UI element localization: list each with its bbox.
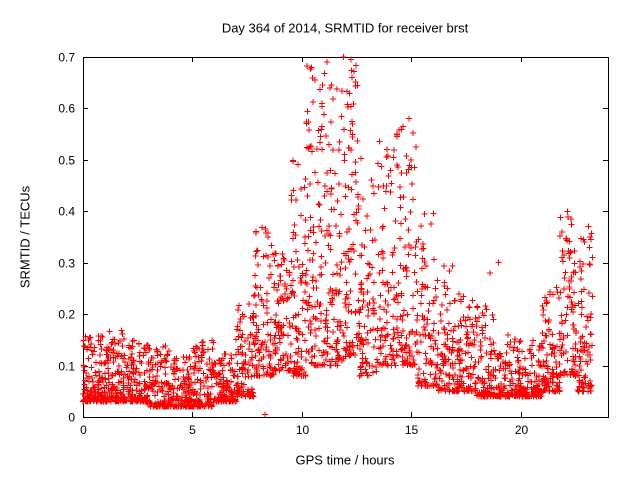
x-tick-label: 15 [405, 423, 419, 437]
axis-ticks [83, 57, 608, 418]
scatter-points [80, 54, 596, 418]
y-tick-label: 0.7 [58, 51, 75, 65]
chart-title: Day 364 of 2014, SRMTID for receiver brs… [221, 20, 469, 36]
y-tick-label: 0.2 [58, 308, 75, 322]
y-tick-label: 0.4 [58, 205, 75, 219]
y-tick-label: 0.5 [58, 154, 75, 168]
x-tick-label: 10 [296, 423, 310, 437]
y-tick-label: 0 [68, 411, 75, 425]
y-tick-label: 0.3 [58, 257, 75, 271]
x-axis-label: GPS time / hours [295, 452, 395, 468]
x-tick-label: 0 [80, 423, 87, 437]
y-axis-label: SRMTID / TECUs [17, 185, 33, 289]
y-tick-label: 0.1 [58, 360, 75, 374]
x-tick-label: 20 [515, 423, 529, 437]
x-tick-label: 5 [189, 423, 196, 437]
y-tick-label: 0.6 [58, 102, 75, 116]
